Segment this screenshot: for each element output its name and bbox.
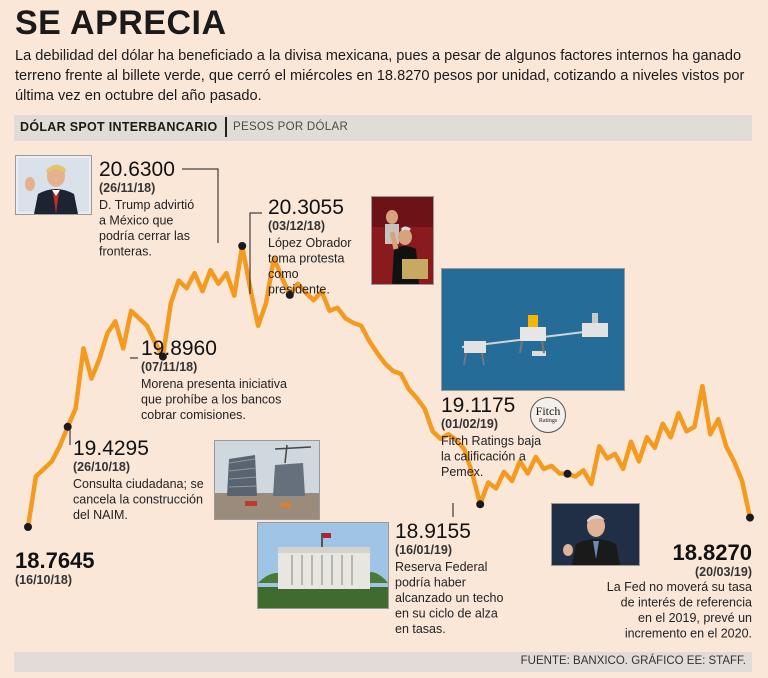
amlo-photo	[371, 196, 434, 285]
annotation-date: (20/03/19)	[695, 565, 752, 579]
annotation-marker	[238, 242, 247, 250]
annotation-text: López Obrador toma protesta como presidente…	[268, 236, 351, 297]
annotation-leader-line	[249, 212, 262, 294]
oil-platform-icon	[442, 269, 624, 390]
annotation-marker	[24, 523, 32, 531]
chart-unit: PESOS POR DÓLAR	[233, 121, 349, 133]
powell-photo	[551, 503, 640, 566]
page-title: SE APRECIA	[15, 4, 227, 42]
naim-construction-photo	[214, 440, 320, 520]
portrait-icon	[372, 197, 433, 284]
pemex-platform-photo	[441, 268, 625, 391]
building-icon	[258, 523, 388, 608]
construction-icon	[215, 441, 319, 519]
annotation-text: La Fed no moverá su tasa de interés de re…	[607, 580, 752, 641]
portrait-icon	[16, 156, 91, 214]
page-subtitle: La debilidad del dólar ha beneficiado a …	[15, 48, 745, 104]
annotation-date: (01/02/19)	[441, 417, 498, 431]
chart-header-band: DÓLAR SPOT INTERBANCARIO PESOS POR DÓLAR	[14, 115, 752, 141]
federal-reserve-photo	[257, 522, 389, 609]
annotation-marker	[158, 352, 167, 361]
fitch-ratings-logo: Fitch Ratings	[530, 397, 566, 433]
annotation-value: 19.1175	[441, 394, 515, 417]
annotation-date: (26/10/18)	[73, 460, 130, 474]
annotation-value: 18.9155	[395, 520, 471, 543]
annotation-marker	[746, 513, 754, 522]
source-note: FUENTE: BANXICO. GRÁFICO EE: STAFF.	[520, 655, 746, 667]
annotation-value: 19.8960	[141, 337, 217, 360]
annotation-text: Consulta ciudadana; se cancela la constru…	[73, 477, 204, 522]
annotation-value: 18.7645	[15, 548, 95, 573]
annotation-text: D. Trump advirtió a México que podría cerr…	[99, 198, 194, 259]
annotation-text: Reserva Federal podría haber alcanzado un …	[395, 560, 503, 636]
annotation-date: (07/11/18)	[141, 360, 197, 374]
annotation-marker	[476, 500, 485, 509]
fitch-logo-subtext: Ratings	[538, 418, 558, 424]
annotation-leader-line	[182, 168, 219, 243]
annotation-text: Morena presenta iniciativa que prohíbe a …	[141, 377, 287, 422]
annotation-marker	[285, 290, 294, 299]
annotation-marker	[563, 469, 572, 478]
fitch-logo-text: Fitch	[535, 404, 561, 418]
annotation-value: 18.8270	[672, 540, 752, 565]
annotation-value: 20.3055	[268, 196, 344, 219]
trump-photo	[15, 155, 92, 215]
band-separator	[225, 117, 227, 137]
annotation-date: (26/11/18)	[99, 181, 155, 195]
annotation-date: (03/12/18)	[268, 219, 325, 233]
annotation-text: Fitch Ratings baja la calificación a Pemex…	[441, 434, 541, 479]
footer-band: FUENTE: BANXICO. GRÁFICO EE: STAFF.	[14, 652, 752, 672]
annotation-marker	[63, 422, 72, 431]
chart-title: DÓLAR SPOT INTERBANCARIO	[20, 120, 218, 134]
annotation-value: 20.6300	[99, 158, 175, 181]
series-line	[25, 243, 753, 530]
annotation-date: (16/01/19)	[395, 543, 452, 557]
annotation-value: 19.4295	[73, 437, 149, 460]
portrait-icon	[552, 504, 639, 565]
annotation-date: (16/10/18)	[15, 573, 72, 587]
